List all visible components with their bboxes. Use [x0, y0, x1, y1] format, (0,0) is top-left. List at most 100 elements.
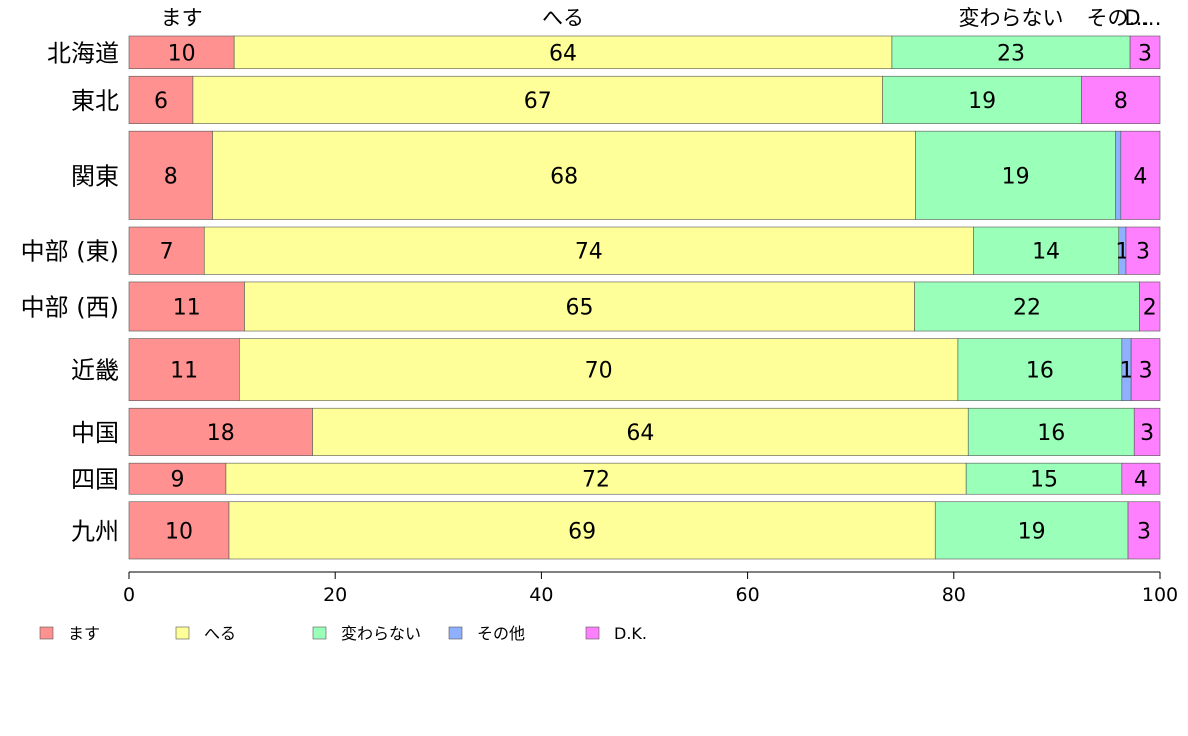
- data-label-row-5-series-3: 22: [1013, 295, 1041, 320]
- bar-segment-row-5-series-3: [914, 281, 1140, 332]
- data-label-row-8-series-2: 72: [582, 468, 610, 493]
- legend-label-4: その他: [477, 624, 525, 643]
- data-label-row-9-series-2: 69: [568, 519, 596, 544]
- legend-label-5: D.K.: [614, 624, 647, 643]
- data-label-row-7-series-3: 16: [1037, 421, 1065, 446]
- category-label-row-2: 東北: [71, 87, 119, 115]
- bar-segment-row-8-series-2: [225, 462, 967, 495]
- bar-segment-row-3-series-5: [1120, 130, 1161, 220]
- bar-segment-row-1-series-1: [128, 35, 235, 70]
- bar-segment-row-8-series-3: [965, 462, 1123, 495]
- top-series-label-3: 変わらない: [959, 6, 1064, 30]
- data-label-row-2-series-1: 6: [154, 89, 168, 114]
- legend-swatch-1: [39, 626, 54, 640]
- bar-segment-row-3-series-3: [915, 130, 1116, 220]
- category-label-row-6: 近畿: [71, 357, 119, 385]
- data-label-row-9-series-3: 19: [1018, 519, 1046, 544]
- data-label-row-7-series-5: 3: [1140, 421, 1154, 446]
- data-label-row-4-series-1: 7: [160, 240, 174, 265]
- data-label-row-6-series-2: 70: [585, 359, 613, 384]
- data-label-row-6-series-1: 11: [170, 359, 198, 384]
- legend-swatch-4: [448, 626, 463, 640]
- x-tick-label-6: 100: [1142, 584, 1178, 606]
- bar-segment-row-4-series-1: [128, 226, 205, 275]
- data-label-row-9-series-5: 3: [1137, 519, 1151, 544]
- bar-segment-row-7-series-3: [967, 407, 1135, 456]
- bar-segment-row-9-series-5: [1127, 501, 1161, 560]
- data-label-row-2-series-2: 67: [524, 89, 552, 114]
- bar-segment-row-3-series-4: [1115, 130, 1122, 220]
- bar-segment-row-7-series-5: [1133, 407, 1161, 456]
- category-label-row-9: 九州: [71, 517, 119, 545]
- legend-swatch-2: [175, 626, 190, 640]
- legend: ます へる 変わらない その他 D.K.: [39, 624, 647, 643]
- data-label-row-6-series-3: 16: [1026, 359, 1054, 384]
- x-tick-label-3: 40: [529, 584, 553, 606]
- top-series-label-2: へる: [542, 6, 584, 30]
- legend-swatch-5: [585, 626, 600, 640]
- x-tick-label-4: 60: [736, 584, 760, 606]
- data-label-row-6-series-4: 1: [1119, 359, 1133, 384]
- x-axis: 0 20 40 60 80 100: [123, 571, 1178, 606]
- data-label-row-7-series-1: 18: [207, 421, 235, 446]
- data-label-row-2-series-5: 8: [1114, 89, 1128, 114]
- bar-segment-row-5-series-5: [1139, 281, 1161, 332]
- data-label-row-3-series-2: 68: [550, 164, 578, 189]
- bar-segment-row-3-series-1: [128, 130, 213, 220]
- top-series-labels: ます へる 変わらない その…D…: [161, 6, 1162, 30]
- bar-segment-row-6-series-5: [1130, 338, 1161, 402]
- category-label-row-5: 中部 (西): [21, 293, 119, 321]
- bar-segment-row-4-series-3: [973, 226, 1120, 275]
- bar-segment-row-6-series-2: [239, 338, 959, 402]
- bar-segment-row-9-series-2: [228, 501, 936, 560]
- data-label-row-1-series-5: 3: [1138, 41, 1152, 66]
- data-label-row-4-series-2: 74: [575, 240, 603, 265]
- bar-segment-row-8-series-5: [1121, 462, 1161, 495]
- data-label-row-8-series-5: 4: [1134, 468, 1148, 493]
- bar-segment-row-3-series-2: [212, 130, 916, 220]
- top-series-label-4: その…: [1087, 6, 1150, 30]
- legend-label-3: 変わらない: [341, 624, 421, 643]
- top-series-label-1: ます: [161, 6, 203, 30]
- data-label-row-5-series-1: 11: [173, 295, 201, 320]
- data-label-row-5-series-5: 2: [1143, 295, 1157, 320]
- data-label-row-5-series-2: 65: [566, 295, 594, 320]
- data-label-row-8-series-1: 9: [170, 468, 184, 493]
- top-series-label-5: D…: [1124, 6, 1161, 30]
- bar-segment-row-7-series-2: [312, 407, 969, 456]
- bar-segment-row-6-series-1: [128, 338, 240, 402]
- data-label-row-6-series-5: 3: [1139, 359, 1153, 384]
- bar-segment-row-7-series-1: [128, 407, 313, 456]
- category-label-row-7: 中国: [71, 419, 119, 447]
- bar-segment-row-2-series-3: [882, 75, 1082, 124]
- category-label-row-8: 四国: [71, 466, 119, 494]
- data-label-row-1-series-2: 64: [549, 41, 577, 66]
- bar-segment-row-2-series-2: [192, 75, 883, 124]
- data-label-row-4-series-5: 3: [1136, 240, 1150, 265]
- data-label-row-4-series-3: 14: [1032, 240, 1060, 265]
- data-label-row-1-series-3: 23: [997, 41, 1025, 66]
- data-label-row-3-series-5: 4: [1133, 164, 1147, 189]
- data-label-row-3-series-3: 19: [1002, 164, 1030, 189]
- bar-segment-row-8-series-1: [128, 462, 227, 495]
- plot-area: 10 64 23 36 67 19 88 68 19 47 74 14 1 311 65 22 211 70 16 1…: [128, 35, 1161, 560]
- bar-segment-row-2-series-5: [1081, 75, 1161, 124]
- bar-segment-row-9-series-3: [934, 501, 1129, 560]
- data-label-row-8-series-3: 15: [1030, 468, 1058, 493]
- legend-swatch-3: [312, 626, 327, 640]
- legend-label-1: ます: [68, 624, 100, 643]
- bar-segment-row-1-series-5: [1129, 35, 1161, 70]
- legend-label-2: へる: [204, 624, 236, 643]
- bar-segment-row-6-series-3: [957, 338, 1123, 402]
- data-label-row-7-series-2: 64: [626, 421, 654, 446]
- data-label-row-1-series-1: 10: [168, 41, 196, 66]
- bar-segment-row-5-series-1: [128, 281, 245, 332]
- data-label-row-9-series-1: 10: [165, 519, 193, 544]
- category-label-row-1: 北海道: [47, 39, 119, 67]
- bar-segment-row-4-series-2: [203, 226, 974, 275]
- bar-segment-row-1-series-3: [891, 35, 1131, 70]
- category-label-row-4: 中部 (東): [21, 238, 119, 266]
- data-label-row-3-series-1: 8: [164, 164, 178, 189]
